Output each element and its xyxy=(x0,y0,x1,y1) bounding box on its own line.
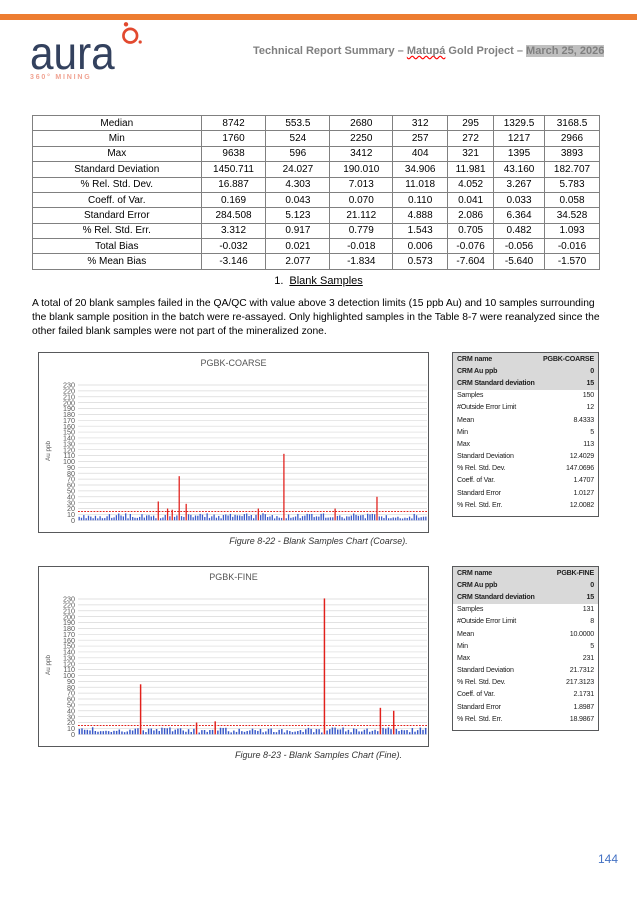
svg-text:230: 230 xyxy=(63,595,75,604)
svg-text:230: 230 xyxy=(63,381,75,390)
